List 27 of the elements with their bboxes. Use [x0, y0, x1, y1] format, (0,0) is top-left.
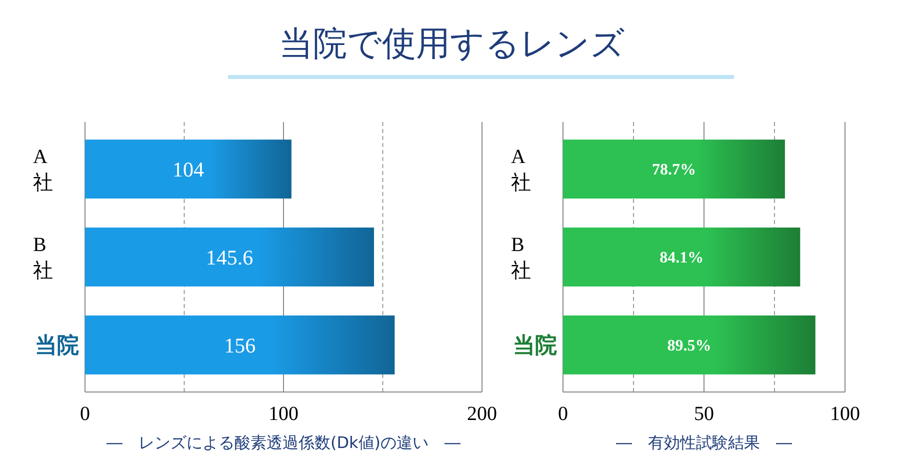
bar [85, 140, 292, 199]
data-label: 89.5% [667, 338, 712, 355]
x-axis-title: ― 有効性試験結果 ― [616, 433, 792, 452]
y-tick-label: 当院 [35, 334, 79, 359]
data-label: 84.1% [660, 250, 704, 267]
x-tick-label: 0 [80, 403, 90, 425]
x-tick-label: 50 [694, 403, 714, 425]
bar [85, 315, 395, 374]
chart-title: 当院で使用するレンズ [279, 24, 625, 64]
x-tick-label: 0 [558, 403, 568, 425]
bar [85, 228, 374, 286]
bar [563, 315, 816, 374]
data-label: 156 [224, 333, 256, 358]
bar [563, 228, 800, 286]
x-axis-title: ― レンズによる酸素透過係数(Dk値)の違い ― [106, 433, 461, 452]
data-label: 78.7% [652, 162, 696, 179]
x-tick-label: 100 [268, 403, 298, 425]
y-tick-label: B社 [511, 234, 531, 282]
data-label: 104 [172, 157, 204, 182]
y-tick-label: 当院 [513, 334, 557, 359]
bar [563, 140, 785, 199]
y-tick-label: A社 [33, 146, 53, 194]
x-tick-label: 200 [467, 403, 497, 425]
y-tick-label: A社 [511, 146, 531, 194]
data-label: 145.6 [206, 245, 254, 270]
x-tick-label: 100 [830, 403, 860, 425]
y-tick-label: B社 [33, 234, 53, 282]
